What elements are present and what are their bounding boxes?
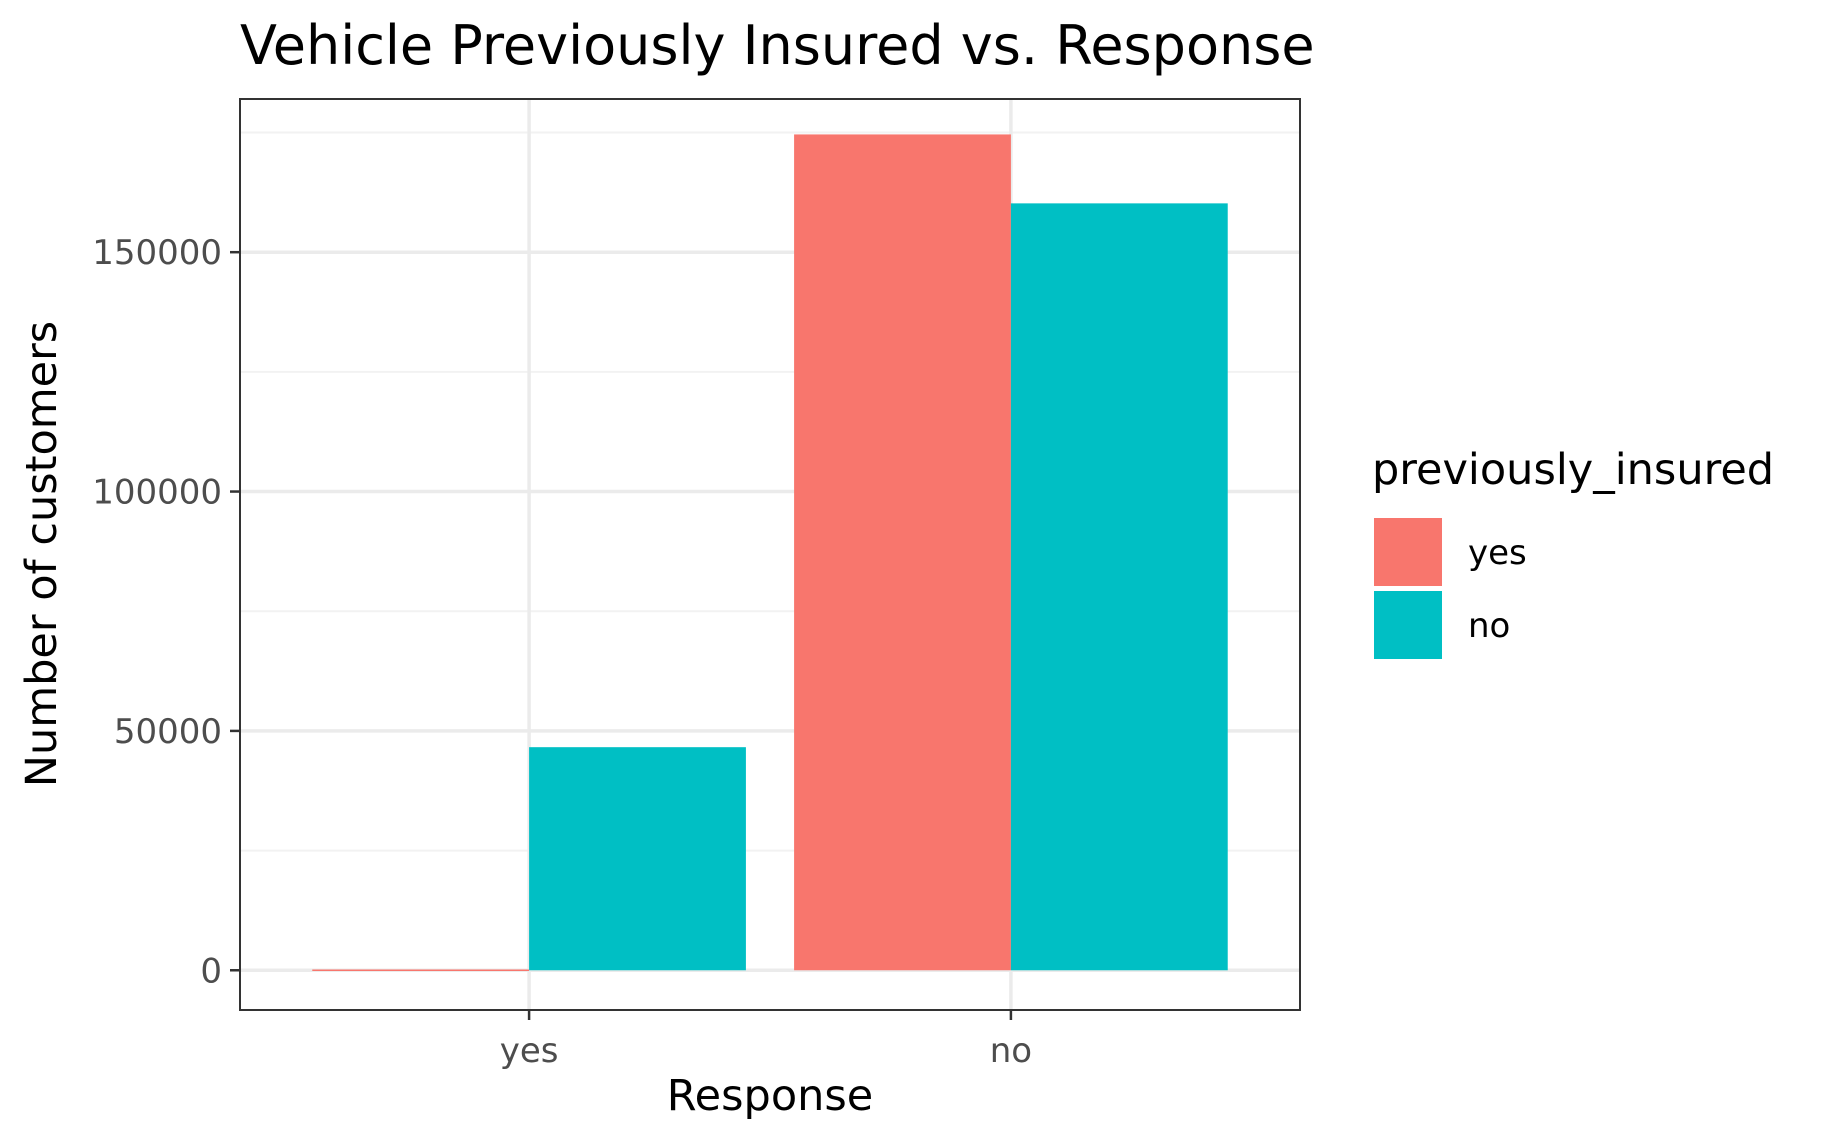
legend-label-yes: yes xyxy=(1468,533,1527,573)
plot-area xyxy=(239,98,1301,1011)
x-tick-label: yes xyxy=(500,1031,559,1071)
chart-title: Vehicle Previously Insured vs. Response xyxy=(240,14,1315,77)
y-axis: 0 50000 100000 150000 xyxy=(92,233,240,991)
x-tick-label: no xyxy=(990,1031,1032,1071)
y-tick-label: 100000 xyxy=(92,473,222,513)
legend-items: yes no xyxy=(1374,518,1527,659)
y-axis-title: Number of customers xyxy=(17,321,67,787)
legend-key-yes xyxy=(1374,518,1442,586)
legend-title: previously_insured xyxy=(1372,445,1774,495)
x-axis-title: Response xyxy=(667,1071,874,1121)
bar-no-no xyxy=(1010,203,1228,971)
legend-label-no: no xyxy=(1468,606,1510,646)
plot-border xyxy=(239,98,1301,1011)
y-tick-label: 0 xyxy=(200,951,222,991)
bar-yes-no xyxy=(529,747,746,971)
y-tick-label: 50000 xyxy=(114,712,222,752)
bar-no-yes xyxy=(794,134,1011,971)
legend-key-no xyxy=(1374,591,1442,659)
y-tick-label: 150000 xyxy=(92,233,222,273)
bar-yes-yes xyxy=(312,969,530,972)
legend: previously_insured yes no xyxy=(1372,445,1774,659)
bars xyxy=(312,134,1228,972)
x-axis: yes no xyxy=(500,1010,1032,1071)
